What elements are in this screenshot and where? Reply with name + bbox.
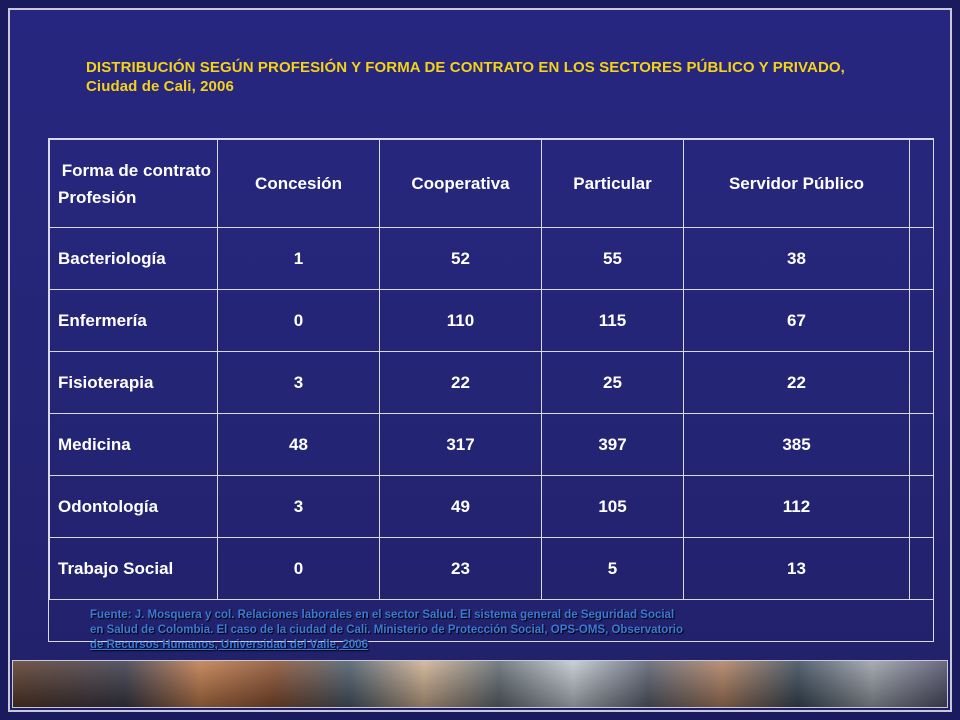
corner-header-bottom: Profesión (58, 187, 137, 207)
table-cell: 49 (379, 475, 542, 538)
table-row: Trabajo Social 0 23 5 13 (49, 537, 934, 600)
column-header: Cooperativa (379, 139, 542, 228)
source-line: de Recursos Humanos, Universidad del Val… (90, 639, 369, 651)
table-row: Fisioterapia 3 22 25 22 (49, 351, 934, 414)
row-label: Trabajo Social (49, 537, 218, 600)
column-header: Particular (541, 139, 684, 228)
table-row: Odontología 3 49 105 112 (49, 475, 934, 538)
table-cell: 38 (683, 227, 910, 290)
empty-edge-cell (909, 537, 934, 600)
column-header: Servidor Público (683, 139, 910, 228)
table-cell: 0 (217, 537, 380, 600)
photo-shade (13, 661, 947, 707)
empty-edge-cell (909, 413, 934, 476)
source-citation: Fuente: J. Mosquera y col. Relaciones la… (90, 608, 890, 653)
column-header: Concesión (217, 139, 380, 228)
table-cell: 105 (541, 475, 684, 538)
decorative-photo-strip (12, 660, 948, 708)
table-cell: 110 (379, 289, 542, 352)
table-cell: 3 (217, 475, 380, 538)
table-cell: 385 (683, 413, 910, 476)
source-line: Fuente: J. Mosquera y col. Relaciones la… (90, 609, 675, 621)
slide-frame: DISTRIBUCIÓN SEGÚN PROFESIÓN Y FORMA DE … (8, 8, 952, 712)
empty-edge-cell (909, 139, 934, 228)
table-cell: 112 (683, 475, 910, 538)
empty-edge-cell (909, 289, 934, 352)
table-row: Medicina 48 317 397 385 (49, 413, 934, 476)
table-cell: 23 (379, 537, 542, 600)
empty-edge-cell (909, 227, 934, 290)
empty-edge-cell (909, 475, 934, 538)
table-row: Enfermería 0 110 115 67 (49, 289, 934, 352)
table-cell: 1 (217, 227, 380, 290)
corner-header-top: Forma de contrato (61, 160, 211, 180)
table-cell: 317 (379, 413, 542, 476)
table-cell: 3 (217, 351, 380, 414)
row-label: Enfermería (49, 289, 218, 352)
table-cell: 22 (683, 351, 910, 414)
corner-header-cell: Forma de contrato Profesión (49, 139, 218, 228)
source-line: en Salud de Colombia. El caso de la ciud… (90, 624, 684, 636)
row-label: Bacteriología (49, 227, 218, 290)
table-cell: 397 (541, 413, 684, 476)
table-cell: 55 (541, 227, 684, 290)
row-label: Fisioterapia (49, 351, 218, 414)
table-cell: 5 (541, 537, 684, 600)
table-cell: 115 (541, 289, 684, 352)
table-cell: 13 (683, 537, 910, 600)
row-label: Odontología (49, 475, 218, 538)
table-cell: 67 (683, 289, 910, 352)
table-header-row: Forma de contrato Profesión Concesión Co… (49, 139, 934, 228)
slide-title: DISTRIBUCIÓN SEGÚN PROFESIÓN Y FORMA DE … (86, 59, 845, 95)
empty-edge-cell (909, 351, 934, 414)
table-cell: 52 (379, 227, 542, 290)
table-cell: 22 (379, 351, 542, 414)
table-cell: 0 (217, 289, 380, 352)
row-label: Medicina (49, 413, 218, 476)
table-cell: 25 (541, 351, 684, 414)
data-table: Forma de contrato Profesión Concesión Co… (49, 139, 934, 600)
table-row: Bacteriología 1 52 55 38 (49, 227, 934, 290)
table-cell: 48 (217, 413, 380, 476)
data-table-container: Forma de contrato Profesión Concesión Co… (48, 138, 934, 642)
